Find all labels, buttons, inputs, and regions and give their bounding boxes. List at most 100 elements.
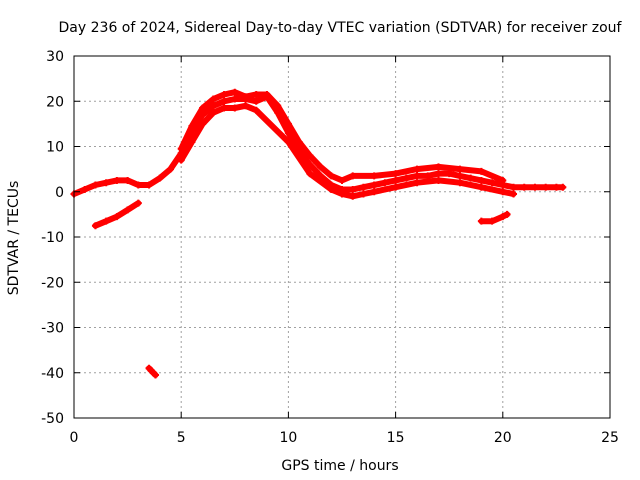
data-point [370, 188, 378, 196]
data-point [209, 109, 217, 117]
data-point [199, 104, 207, 112]
data-point [434, 170, 442, 178]
data-point [91, 222, 99, 230]
x-axis-label: GPS time / hours [281, 458, 398, 474]
data-point [327, 185, 335, 193]
data-point [231, 88, 239, 96]
data-point [359, 183, 367, 191]
data-point [124, 176, 132, 184]
data-point [370, 172, 378, 180]
data-point [477, 183, 485, 191]
data-point [488, 217, 496, 225]
data-point [317, 163, 325, 171]
data-point [231, 104, 239, 112]
data-point [231, 95, 239, 103]
data-point [338, 190, 346, 198]
data-series [177, 88, 507, 184]
data-point [552, 183, 560, 191]
data-point [306, 152, 314, 160]
data-point [413, 165, 421, 173]
data-point [503, 210, 511, 218]
data-point [134, 199, 142, 207]
data-point [327, 172, 335, 180]
data-point [151, 371, 159, 379]
x-tick-label: 25 [601, 430, 619, 446]
data-point [177, 156, 185, 164]
data-point [413, 179, 421, 187]
x-tick-label: 5 [177, 430, 186, 446]
data-point [134, 181, 142, 189]
data-point [188, 138, 196, 146]
grid-lines [74, 56, 610, 418]
data-point [188, 122, 196, 130]
y-tick-label: 10 [46, 140, 64, 156]
data-point [392, 183, 400, 191]
data-point [295, 138, 303, 146]
data-point [284, 120, 292, 128]
y-tick-label: -30 [41, 321, 64, 337]
series-trail [146, 365, 159, 378]
data-point [370, 181, 378, 189]
y-tick-label: -50 [41, 411, 64, 427]
x-tick-label: 10 [279, 430, 297, 446]
data-point [402, 174, 410, 182]
y-tick-label: 0 [55, 185, 64, 201]
data-point [199, 120, 207, 128]
data-point [456, 179, 464, 187]
y-axis-label: SDTVAR / TECUs [6, 181, 22, 296]
data-point [220, 104, 228, 112]
data-point [434, 163, 442, 171]
data-series [177, 102, 518, 200]
data-point [124, 206, 132, 214]
data-point [488, 179, 496, 187]
data-point [542, 183, 550, 191]
data-point [81, 185, 89, 193]
data-point [531, 183, 539, 191]
data-point [102, 179, 110, 187]
data-point [113, 176, 121, 184]
data-point [445, 170, 453, 178]
data-point [209, 102, 217, 110]
data-point [113, 213, 121, 221]
data-point [156, 174, 164, 182]
data-point [413, 172, 421, 180]
data-point [263, 90, 271, 98]
data-point [467, 174, 475, 182]
data-point [499, 188, 507, 196]
y-tick-label: -10 [41, 230, 64, 246]
data-point [242, 93, 250, 101]
y-tick-label: 30 [46, 49, 64, 65]
data-point [392, 170, 400, 178]
data-point [359, 190, 367, 198]
data-point [499, 213, 507, 221]
data-point [145, 181, 153, 189]
data-point [434, 176, 442, 184]
data-point [252, 90, 260, 98]
data-point [284, 138, 292, 146]
data-point [349, 172, 357, 180]
data-point [381, 179, 389, 187]
data-point [220, 97, 228, 105]
data-point [477, 167, 485, 175]
data-point [274, 102, 282, 110]
data-series [145, 364, 159, 379]
series-trail [178, 102, 517, 200]
data-point [456, 172, 464, 180]
data-point [252, 97, 260, 105]
y-tick-label: 20 [46, 94, 64, 110]
y-tick-label: -20 [41, 275, 64, 291]
data-point [456, 165, 464, 173]
data-point [559, 183, 567, 191]
axis-ticks: 0 5 10 15 20 25 -50 -40 -30 -20 -10 0 10 20 30 [41, 49, 619, 446]
data-point [349, 192, 357, 200]
data-point [510, 183, 518, 191]
data-point [166, 165, 174, 173]
data-series [70, 93, 567, 198]
y-tick-label: -40 [41, 366, 64, 382]
data-point [306, 161, 314, 169]
data-point [306, 170, 314, 178]
data-point [102, 217, 110, 225]
data-point [177, 145, 185, 153]
data-series [91, 199, 142, 230]
